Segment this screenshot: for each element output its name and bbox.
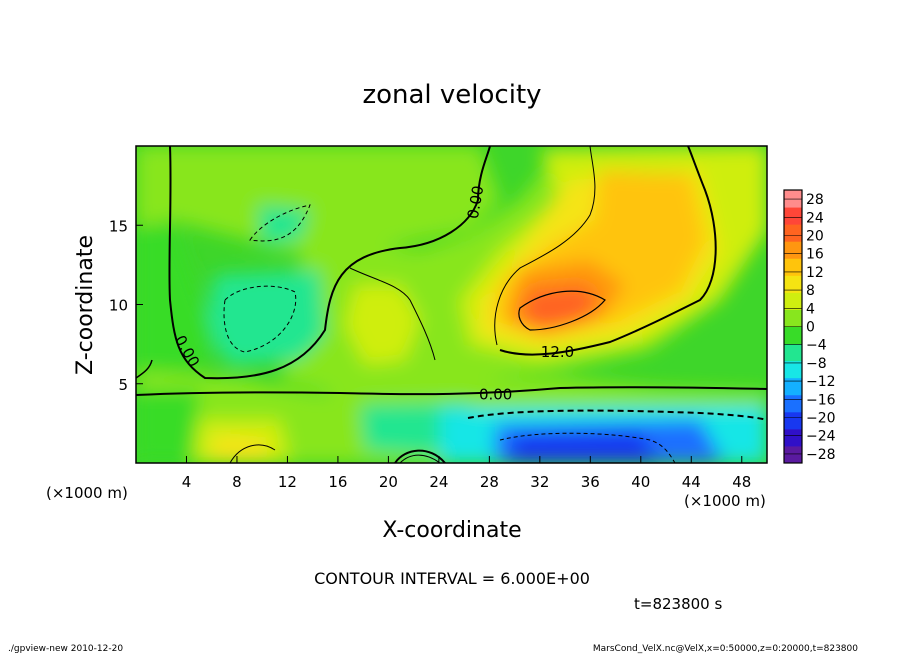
y-axis-label: Z-coordinate <box>73 235 98 375</box>
colorbar-label: 0 <box>806 320 815 336</box>
colorbar-swatch <box>784 411 802 430</box>
x-tick-label: 20 <box>379 473 398 491</box>
footer-right: MarsCond_VelX.nc@VelX,x=0:50000,z=0:2000… <box>593 644 858 654</box>
y-tick-label: 5 <box>118 376 128 394</box>
colorbar-swatch <box>784 241 802 259</box>
field-region <box>205 270 325 365</box>
x-tick-label: 44 <box>682 473 701 491</box>
colorbar-swatch <box>784 258 802 276</box>
x-unit-left: (×1000 m) <box>46 484 128 502</box>
contour-line <box>499 432 676 463</box>
contour-line <box>499 146 717 356</box>
x-tick-label: 12 <box>278 473 297 491</box>
colorbar-label: 28 <box>806 192 824 208</box>
x-tick-label: 24 <box>429 473 448 491</box>
x-tick-label: 8 <box>232 473 242 491</box>
contour-label: 12.0 <box>541 343 574 361</box>
x-tick-label: 48 <box>732 473 751 491</box>
colorbar: 28 24 20 16 12 8 4 0 −4 −8 −12 −16 −20 −24 −28 <box>783 189 836 464</box>
x-tick-label: 40 <box>631 473 650 491</box>
colorbar-label: 4 <box>806 301 815 317</box>
x-unit-right: (×1000 m) <box>684 492 766 510</box>
contour-line <box>223 285 297 353</box>
y-tick-label: 15 <box>109 217 128 235</box>
colorbar-swatch <box>784 309 802 327</box>
colorbar-swatch <box>784 360 802 379</box>
colorbar-label: −24 <box>806 429 836 445</box>
contour-line <box>394 449 446 463</box>
field-region <box>210 435 270 463</box>
plot-area <box>136 146 767 463</box>
colorbar-label: 8 <box>806 283 815 299</box>
colorbar-swatch <box>784 445 802 464</box>
contour-label: 0.00 <box>479 386 512 404</box>
colorbar-swatch <box>784 224 802 242</box>
field-region <box>136 390 200 463</box>
footer-left: ./gpview-new 2010-12-20 <box>8 644 123 654</box>
velocity-field <box>136 146 767 463</box>
contour-interval-label: CONTOUR INTERVAL = 6.000E+00 <box>314 569 590 588</box>
chart-title: zonal velocity <box>362 80 541 110</box>
colorbar-label: −16 <box>806 392 836 408</box>
contour-line <box>494 146 596 346</box>
contour-lines <box>136 146 767 463</box>
y-axis: 5 10 15 <box>109 217 143 394</box>
colorbar-label: −20 <box>806 411 836 427</box>
field-region <box>520 285 600 328</box>
contour-line <box>518 290 606 331</box>
colorbar-label: 12 <box>806 265 824 281</box>
colorbar-label: −28 <box>806 447 836 463</box>
field-region <box>136 225 215 372</box>
contour-line <box>467 409 767 421</box>
x-tick-label: 16 <box>328 473 347 491</box>
x-axis-label: X-coordinate <box>382 518 521 543</box>
contour-line <box>349 267 436 361</box>
colorbar-swatch <box>784 207 802 225</box>
colorbar-swatch <box>784 292 802 310</box>
colorbar-swatch <box>784 326 802 345</box>
colorbar-label: −12 <box>806 374 836 390</box>
colorbar-swatch <box>784 190 802 208</box>
colorbar-label: −4 <box>806 338 827 354</box>
x-tick-label: 36 <box>581 473 600 491</box>
y-tick-label: 10 <box>109 297 128 315</box>
x-tick-label: 32 <box>530 473 549 491</box>
contour-line <box>229 444 276 463</box>
colorbar-label: 24 <box>806 210 824 226</box>
x-tick-label: 28 <box>480 473 499 491</box>
colorbar-swatch <box>784 428 802 447</box>
contour-line <box>136 359 153 379</box>
field-region <box>510 432 660 463</box>
colorbar-label: 16 <box>806 247 824 263</box>
field-region <box>136 146 500 255</box>
colorbar-swatch <box>784 394 802 413</box>
time-label: t=823800 s <box>634 595 722 613</box>
x-axis: 4 8 12 16 20 24 28 32 36 40 44 48 <box>182 456 751 491</box>
colorbar-label: −8 <box>806 356 827 372</box>
x-tick-label: 4 <box>182 473 192 491</box>
field-region <box>345 285 420 365</box>
field-region <box>258 205 310 245</box>
contour-line <box>399 454 441 463</box>
colorbar-swatch <box>784 377 802 396</box>
contour-line <box>249 204 311 242</box>
colorbar-swatch <box>784 275 802 293</box>
contour-label: 0.00 <box>464 184 488 220</box>
contour-line <box>168 146 491 380</box>
contour-line <box>136 386 767 396</box>
colorbar-label: 20 <box>806 229 824 245</box>
colorbar-swatch <box>784 343 802 362</box>
